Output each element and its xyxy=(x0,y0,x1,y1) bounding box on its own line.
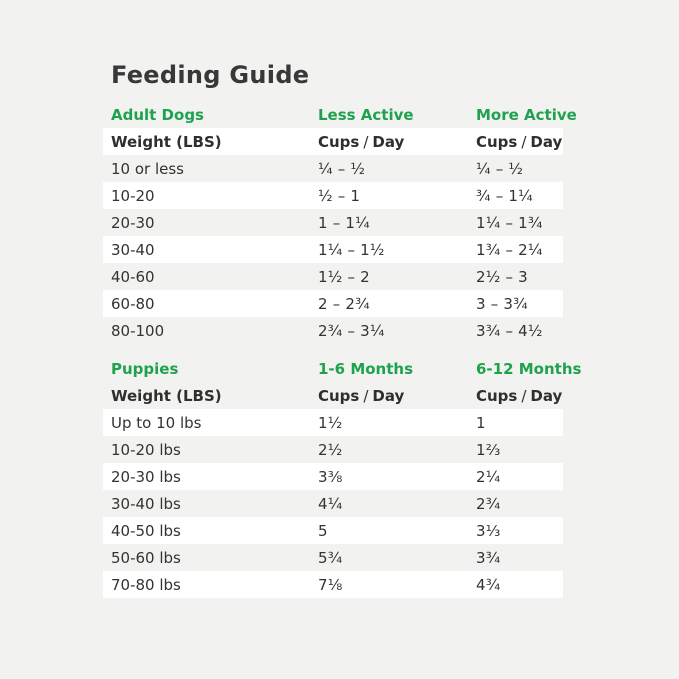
weight-header: Weight (LBS) xyxy=(111,386,222,405)
table-row: 40-60 1½ – 2 2½ – 3 xyxy=(103,263,563,290)
weight-cell: 20-30 xyxy=(111,213,155,232)
slash-separator: / xyxy=(363,386,369,405)
months-6-12-cell: 2¾ xyxy=(476,494,501,513)
weight-cell: 40-50 lbs xyxy=(111,521,181,540)
more-active-cell: 1¼ – 1¾ xyxy=(476,213,543,232)
months-1-6-cell: 1½ xyxy=(318,413,343,432)
table-row: 60-80 2 – 2¾ 3 – 3¾ xyxy=(103,290,563,317)
more-active-cell: 3 – 3¾ xyxy=(476,294,528,313)
slash-separator: / xyxy=(521,132,527,151)
table-row: 10-20 ½ – 1 ¾ – 1¼ xyxy=(103,182,563,209)
months-6-12-cell: 3¾ xyxy=(476,548,501,567)
cups-day-header: Cups / Day xyxy=(476,387,563,405)
table-row: 20-30 lbs 3⅜ 2¼ xyxy=(103,463,563,490)
more-active-cell: 3¾ – 4½ xyxy=(476,321,543,340)
slash-separator: / xyxy=(521,386,527,405)
cups-label: Cups xyxy=(318,132,360,151)
weight-cell: 80-100 xyxy=(111,321,165,340)
months-6-12-cell: 2¼ xyxy=(476,467,501,486)
puppies-section-heading: Puppies xyxy=(111,359,179,378)
weight-cell: 40-60 xyxy=(111,267,155,286)
table-row: 50-60 lbs 5¾ 3¾ xyxy=(103,544,563,571)
weight-cell: 50-60 lbs xyxy=(111,548,181,567)
less-active-cell: ¼ – ½ xyxy=(318,159,366,178)
months-6-12-cell: 1 xyxy=(476,413,486,432)
cups-day-header: Cups / Day xyxy=(318,133,476,151)
more-active-column-label: More Active xyxy=(476,105,577,124)
weight-cell: 10 or less xyxy=(111,159,184,178)
less-active-column-label: Less Active xyxy=(318,105,414,124)
more-active-cell: ¾ – 1¼ xyxy=(476,186,533,205)
table-row: 80-100 2¾ – 3¼ 3¾ – 4½ xyxy=(103,317,563,344)
day-label: Day xyxy=(372,386,405,405)
weight-cell: 60-80 xyxy=(111,294,155,313)
more-active-cell: 2½ – 3 xyxy=(476,267,528,286)
table-row: 10-20 lbs 2½ 1⅔ xyxy=(103,436,563,463)
adult-column-header-row: Weight (LBS) Cups / Day Cups / Day xyxy=(103,128,563,155)
months-1-6-column-label: 1-6 Months xyxy=(318,359,414,378)
weight-cell: 10-20 xyxy=(111,186,155,205)
less-active-cell: 1 – 1¼ xyxy=(318,213,370,232)
cups-label: Cups xyxy=(318,386,360,405)
weight-cell: Up to 10 lbs xyxy=(111,413,202,432)
puppies-column-header-row: Weight (LBS) Cups / Day Cups / Day xyxy=(103,382,563,409)
slash-separator: / xyxy=(363,132,369,151)
weight-cell: 70-80 lbs xyxy=(111,575,181,594)
months-1-6-cell: 5 xyxy=(318,521,328,540)
table-row: 30-40 lbs 4¼ 2¾ xyxy=(103,490,563,517)
table-row: 30-40 1¼ – 1½ 1¾ – 2¼ xyxy=(103,236,563,263)
day-label: Day xyxy=(530,132,563,151)
less-active-cell: 2 – 2¾ xyxy=(318,294,370,313)
more-active-cell: ¼ – ½ xyxy=(476,159,524,178)
less-active-cell: 1¼ – 1½ xyxy=(318,240,385,259)
months-6-12-cell: 1⅔ xyxy=(476,440,501,459)
adult-section-header: Adult Dogs Less Active More Active xyxy=(103,101,577,128)
weight-cell: 20-30 lbs xyxy=(111,467,181,486)
less-active-cell: ½ – 1 xyxy=(318,186,361,205)
months-1-6-cell: 7⅛ xyxy=(318,575,343,594)
puppies-table: Puppies 1-6 Months 6-12 Months Weight (L… xyxy=(103,355,581,598)
months-1-6-cell: 2½ xyxy=(318,440,343,459)
cups-day-header: Cups / Day xyxy=(476,133,563,151)
adult-section-heading: Adult Dogs xyxy=(111,105,204,124)
table-row: 10 or less ¼ – ½ ¼ – ½ xyxy=(103,155,563,182)
less-active-cell: 2¾ – 3¼ xyxy=(318,321,385,340)
weight-cell: 30-40 lbs xyxy=(111,494,181,513)
weight-cell: 10-20 lbs xyxy=(111,440,181,459)
more-active-cell: 1¾ – 2¼ xyxy=(476,240,543,259)
adult-dogs-table: Adult Dogs Less Active More Active Weigh… xyxy=(103,101,577,344)
puppies-section-header: Puppies 1-6 Months 6-12 Months xyxy=(103,355,581,382)
months-1-6-cell: 4¼ xyxy=(318,494,343,513)
table-row: Up to 10 lbs 1½ 1 xyxy=(103,409,563,436)
weight-cell: 30-40 xyxy=(111,240,155,259)
months-6-12-column-label: 6-12 Months xyxy=(476,359,582,378)
table-row: 40-50 lbs 5 3⅓ xyxy=(103,517,563,544)
less-active-cell: 1½ – 2 xyxy=(318,267,370,286)
table-row: 70-80 lbs 7⅛ 4¾ xyxy=(103,571,563,598)
cups-label: Cups xyxy=(476,386,518,405)
months-1-6-cell: 3⅜ xyxy=(318,467,343,486)
page-title: Feeding Guide xyxy=(111,61,310,89)
months-6-12-cell: 3⅓ xyxy=(476,521,501,540)
weight-header: Weight (LBS) xyxy=(111,132,222,151)
table-row: 20-30 1 – 1¼ 1¼ – 1¾ xyxy=(103,209,563,236)
months-6-12-cell: 4¾ xyxy=(476,575,501,594)
day-label: Day xyxy=(530,386,563,405)
day-label: Day xyxy=(372,132,405,151)
cups-day-header: Cups / Day xyxy=(318,387,476,405)
feeding-guide-panel: Feeding Guide Adult Dogs Less Active Mor… xyxy=(103,61,581,598)
months-1-6-cell: 5¾ xyxy=(318,548,343,567)
cups-label: Cups xyxy=(476,132,518,151)
